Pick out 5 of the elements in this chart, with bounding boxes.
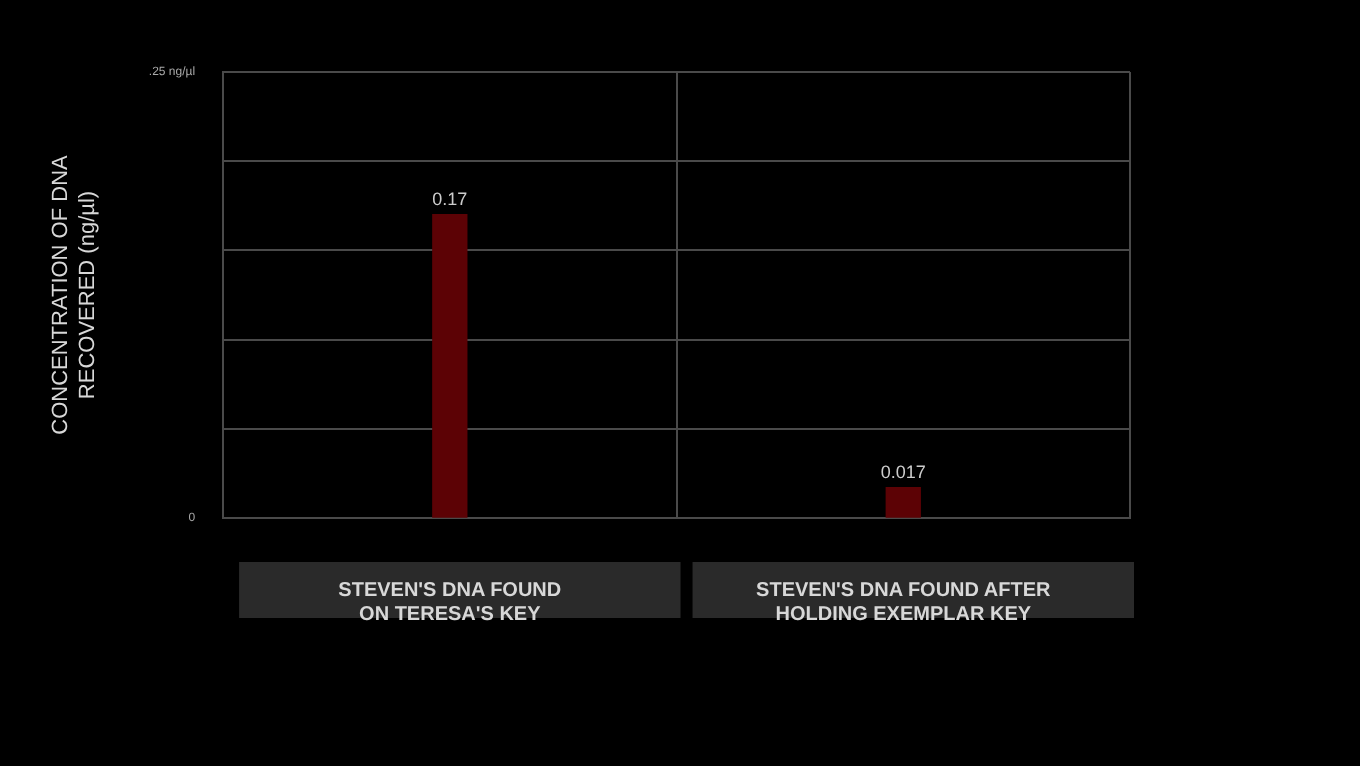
x-tick-label: STEVEN'S DNA FOUND ON TERESA'S KEY: [338, 579, 562, 626]
y-axis-title: CONCENTRATION OF DNA RECOVERED (ng/µl): [49, 153, 100, 435]
x-tick-label: STEVEN'S DNA FOUND AFTER HOLDING EXEMPLAR KEY: [756, 579, 1053, 626]
data-label: 0.017: [880, 461, 926, 482]
data-label: 0.17: [432, 188, 468, 209]
